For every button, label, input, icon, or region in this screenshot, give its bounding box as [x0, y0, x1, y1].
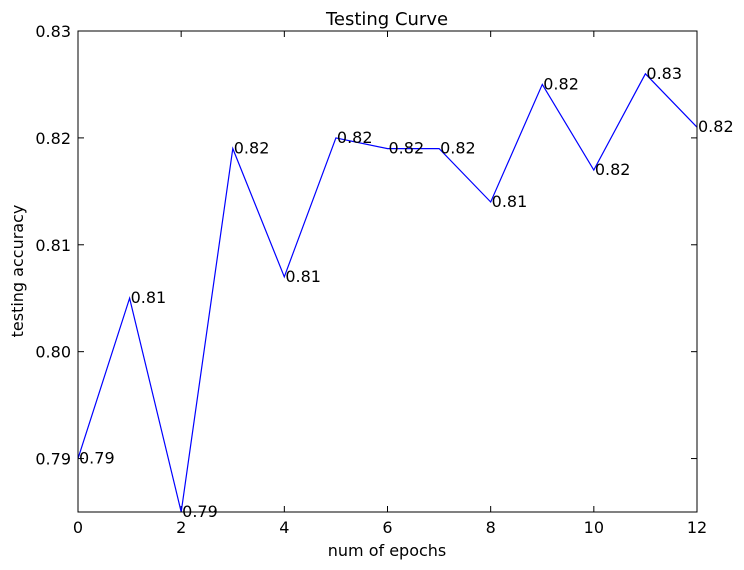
data-labels: 0.790.810.790.820.810.820.82 0.820.810.82… — [79, 64, 734, 521]
x-axis-label: num of epochs — [328, 541, 447, 560]
series-line-0 — [77, 72, 698, 513]
data-label-8: 0.81 — [492, 192, 528, 211]
y-tick-label-2: 0.81 — [35, 236, 71, 255]
data-label-6: 0.82 — [389, 139, 425, 158]
y-tick-label-4: 0.83 — [35, 22, 71, 41]
data-label-12: 0.82 — [698, 117, 734, 136]
x-tick-label-1: 2 — [176, 518, 186, 537]
data-label-5: 0.82 — [337, 128, 373, 147]
y-axis-label: testing accuracy — [8, 205, 27, 338]
x-tick-label-2: 4 — [279, 518, 289, 537]
x-tick-label-0: 0 — [73, 518, 83, 537]
data-label-4: 0.81 — [285, 267, 321, 286]
data-label-0: 0.79 — [79, 449, 115, 468]
axis-ticks — [77, 30, 698, 512]
data-label-10: 0.82 — [595, 160, 631, 179]
x-tick-label-4: 8 — [486, 518, 496, 537]
data-label-3: 0.82 — [234, 139, 270, 158]
data-label-9: 0.82 — [543, 74, 579, 93]
x-tick-label-5: 10 — [584, 518, 604, 537]
data-series — [77, 72, 698, 513]
chart-title: Testing Curve — [325, 9, 448, 30]
x-tick-label-3: 6 — [382, 518, 392, 537]
data-label-1: 0.81 — [131, 288, 167, 307]
axis-tick-labels: 0 2 4 6 8 10 12 0.79 0.80 0.81 0.82 0.83 — [35, 22, 707, 537]
x-tick-label-6: 12 — [687, 518, 707, 537]
data-label-7: 0.82 — [440, 139, 476, 158]
y-tick-label-3: 0.82 — [35, 129, 71, 148]
y-tick-label-0: 0.79 — [35, 450, 71, 469]
plot-frame — [77, 30, 698, 513]
data-label-11: 0.83 — [646, 64, 682, 83]
y-tick-label-1: 0.80 — [35, 343, 71, 362]
